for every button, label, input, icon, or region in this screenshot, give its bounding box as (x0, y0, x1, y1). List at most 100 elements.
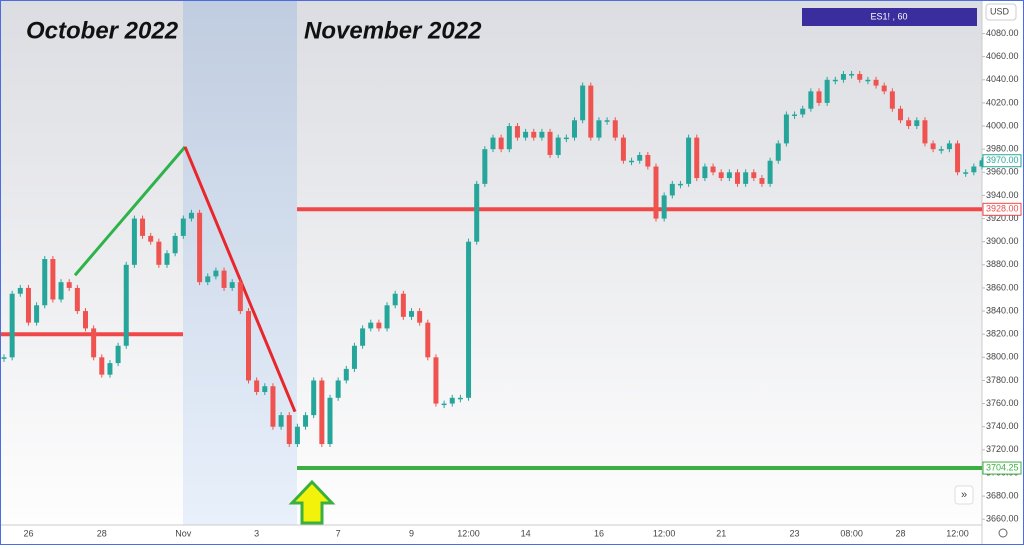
candle (979, 160, 985, 167)
candle (783, 114, 789, 144)
candle (620, 137, 626, 161)
candle (702, 166, 708, 179)
y-tick-label: 3860.00 (986, 282, 1019, 292)
candle (148, 235, 154, 242)
candle (588, 85, 594, 138)
y-tick-label: 3740.00 (986, 421, 1019, 431)
x-tick-label: 08:00 (840, 528, 863, 538)
candle (726, 172, 732, 179)
scroll-icon[interactable]: » (961, 489, 967, 501)
candle (441, 403, 447, 406)
candle (156, 241, 162, 265)
y-tick-label: 3960.00 (986, 167, 1019, 177)
price-label-box (982, 154, 1022, 168)
y-tick-label: 4040.00 (986, 74, 1019, 84)
candle (91, 328, 97, 358)
candle (857, 74, 863, 80)
candle (83, 311, 88, 329)
x-tick-label: 12:00 (457, 528, 480, 538)
x-tick-label: 28 (97, 528, 107, 538)
candle (906, 120, 912, 127)
scroll-button[interactable] (954, 485, 974, 505)
price-label-box (982, 461, 1022, 475)
candle (474, 183, 480, 242)
y-tick-label: 4000.00 (986, 120, 1019, 130)
candle (612, 120, 618, 138)
candle (596, 120, 602, 138)
x-tick-label: 21 (716, 528, 726, 538)
candle (115, 345, 121, 364)
x-tick-label: 12:00 (653, 528, 676, 538)
candle (824, 79, 830, 103)
y-tick-label: 3840.00 (986, 305, 1019, 315)
candle (669, 183, 675, 196)
candle (311, 380, 317, 416)
candle (66, 282, 72, 288)
candle (946, 143, 952, 150)
candle (572, 120, 577, 138)
candle (360, 328, 366, 346)
candle (466, 241, 472, 398)
y-tick-label: 3660.00 (986, 514, 1019, 524)
y-tick-label: 3880.00 (986, 259, 1019, 269)
candle (1, 357, 7, 359)
candle (376, 322, 382, 329)
candle (172, 235, 178, 254)
y-tick-label: 4060.00 (986, 51, 1019, 61)
candle (767, 160, 773, 184)
price-label-box (982, 202, 1022, 216)
candle (335, 380, 341, 398)
candle (164, 253, 170, 265)
candle (686, 137, 692, 184)
candle (34, 305, 40, 323)
candle (294, 426, 300, 445)
x-tick-label: 23 (790, 528, 800, 538)
y-tick-label: 3820.00 (986, 329, 1019, 339)
candle (808, 91, 814, 109)
candle (718, 172, 724, 179)
candle (743, 172, 749, 184)
currency[interactable]: USD (990, 6, 1010, 16)
symbol[interactable]: ES1! , 60 (870, 11, 907, 21)
candle (759, 178, 765, 184)
candle (898, 108, 903, 121)
settings-icon[interactable] (998, 528, 1008, 538)
candle (180, 218, 186, 236)
x-tick-label: 3 (254, 528, 259, 538)
candle (751, 172, 757, 179)
candle (17, 287, 23, 294)
candle (237, 282, 243, 312)
y-tick-label: 4080.00 (986, 28, 1019, 38)
candle (832, 79, 838, 82)
candle (629, 160, 635, 163)
candle (873, 79, 879, 86)
candle (409, 311, 414, 317)
candle (303, 415, 309, 427)
candle (74, 287, 80, 312)
x-tick-label: 9 (409, 528, 414, 538)
currency-box[interactable] (985, 3, 1017, 21)
candle (971, 166, 977, 173)
symbol-box[interactable] (802, 8, 977, 26)
candle (221, 270, 227, 288)
y-tick-label: 3760.00 (986, 398, 1019, 408)
candle (205, 276, 211, 283)
candle (25, 287, 31, 323)
x-tick-label: 26 (23, 528, 33, 538)
y-tick-label: 3720.00 (986, 444, 1019, 454)
candle (914, 120, 920, 127)
candle (735, 172, 740, 184)
candle (123, 264, 129, 346)
candle (384, 305, 390, 329)
candle (930, 143, 936, 150)
candle (800, 108, 806, 115)
candle (922, 120, 928, 144)
candle (368, 322, 374, 329)
y-tick-label: 3920.00 (986, 213, 1019, 223)
x-tick-label: 28 (895, 528, 905, 538)
candle (42, 259, 48, 306)
candle (343, 368, 349, 381)
candle (392, 293, 398, 306)
candle (213, 270, 219, 277)
